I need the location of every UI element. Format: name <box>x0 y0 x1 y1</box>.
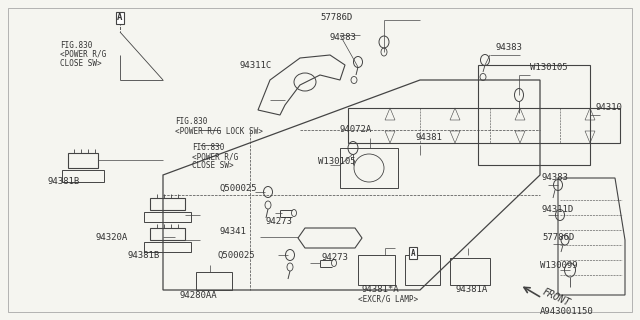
Text: CLOSE SW>: CLOSE SW> <box>192 162 234 171</box>
Text: <POWER R/G LOCK SW>: <POWER R/G LOCK SW> <box>175 126 263 135</box>
Text: 94381B: 94381B <box>128 251 160 260</box>
Text: 94341: 94341 <box>220 228 247 236</box>
Text: 94381B: 94381B <box>48 178 80 187</box>
Text: 94311C: 94311C <box>240 60 272 69</box>
Text: Q500025: Q500025 <box>218 251 255 260</box>
Text: 94320A: 94320A <box>95 233 127 242</box>
Text: 94381*A: 94381*A <box>362 285 399 294</box>
Text: A: A <box>117 13 123 22</box>
Text: 57786D: 57786D <box>320 13 352 22</box>
Text: A: A <box>411 249 415 258</box>
Text: 94381A: 94381A <box>455 285 487 294</box>
Text: FRONT: FRONT <box>541 286 572 308</box>
Text: 94381: 94381 <box>415 133 442 142</box>
Text: Q500025: Q500025 <box>220 183 258 193</box>
Polygon shape <box>558 178 625 295</box>
Text: FIG.830: FIG.830 <box>192 143 225 153</box>
Text: W130099: W130099 <box>540 260 578 269</box>
Text: 57786D: 57786D <box>542 234 574 243</box>
Text: 94311D: 94311D <box>542 205 574 214</box>
Text: <POWER R/G: <POWER R/G <box>60 50 106 59</box>
Polygon shape <box>163 80 540 290</box>
Text: 94273: 94273 <box>265 218 292 227</box>
Text: A943001150: A943001150 <box>540 308 594 316</box>
Text: 94310: 94310 <box>596 103 623 113</box>
Text: 94072A: 94072A <box>340 125 372 134</box>
Text: FIG.830: FIG.830 <box>175 117 207 126</box>
Text: 94383: 94383 <box>542 173 569 182</box>
Text: <EXCR/G LAMP>: <EXCR/G LAMP> <box>358 294 418 303</box>
Text: FIG.830: FIG.830 <box>60 41 92 50</box>
Text: 94273: 94273 <box>322 253 349 262</box>
Text: W130105: W130105 <box>318 157 356 166</box>
Text: 94383: 94383 <box>330 34 357 43</box>
Text: CLOSE SW>: CLOSE SW> <box>60 59 102 68</box>
Text: <POWER R/G: <POWER R/G <box>192 153 238 162</box>
Text: W130105: W130105 <box>530 63 568 73</box>
Text: 94280AA: 94280AA <box>180 292 218 300</box>
Text: 94383: 94383 <box>495 44 522 52</box>
